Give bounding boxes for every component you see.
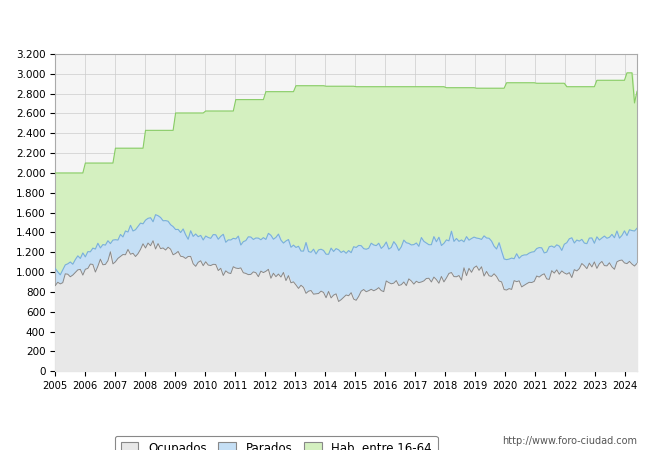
- Legend: Ocupados, Parados, Hab. entre 16-64: Ocupados, Parados, Hab. entre 16-64: [115, 436, 437, 450]
- Text: http://www.foro-ciudad.com: http://www.foro-ciudad.com: [502, 436, 637, 446]
- Text: Benahadux - Evolucion de la poblacion en edad de Trabajar Mayo de 2024: Benahadux - Evolucion de la poblacion en…: [88, 17, 562, 30]
